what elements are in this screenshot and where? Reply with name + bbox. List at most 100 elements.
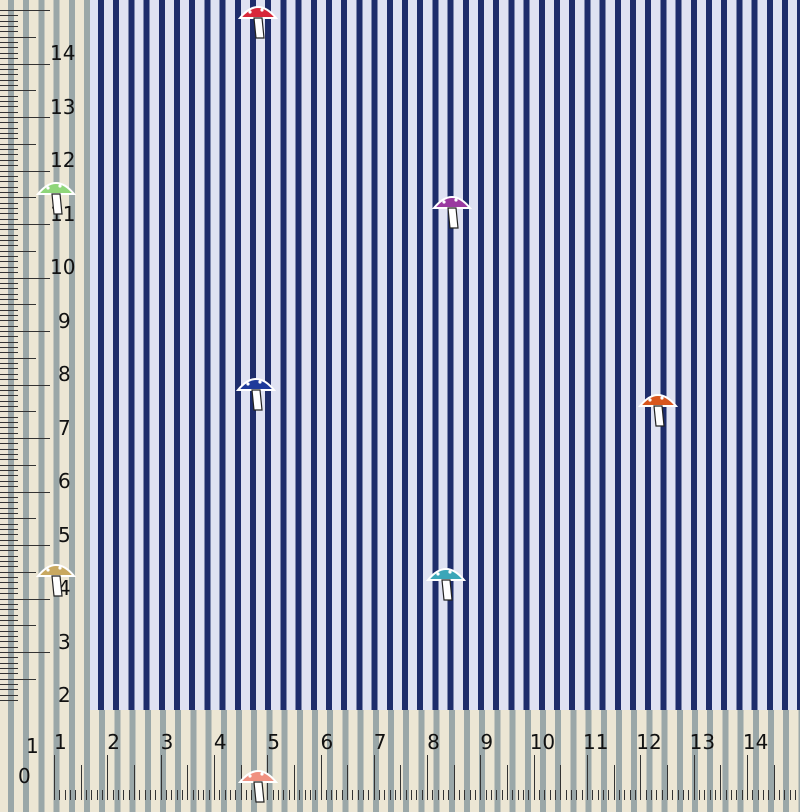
ruler-tick: [0, 673, 18, 675]
ruler-tick: [54, 755, 55, 800]
ruler-tick: [133, 765, 135, 800]
ruler-tick: [0, 646, 18, 648]
ruler-tick: [0, 52, 18, 54]
ruler-tick: [0, 138, 18, 140]
ruler-tick: [197, 790, 199, 800]
ruler-tick: [0, 507, 18, 509]
ruler-tick: [640, 755, 642, 800]
ruler-tick: [0, 100, 18, 102]
ruler-label-v: 13: [50, 94, 76, 119]
ruler-tick: [0, 609, 18, 611]
ruler-tick: [64, 790, 66, 800]
ruler-tick: [0, 630, 18, 632]
ruler-tick: [0, 202, 18, 204]
ruler-tick: [123, 790, 125, 800]
ruler-tick: [730, 790, 732, 800]
ruler-tick: [0, 347, 18, 349]
ruler-tick: [69, 790, 71, 800]
ruler-tick: [0, 561, 18, 563]
ruler-tick: [331, 790, 333, 800]
ruler-tick: [741, 790, 743, 800]
ruler-tick: [0, 31, 18, 33]
ruler-tick: [341, 790, 343, 800]
ruler-tick: [0, 149, 18, 151]
ruler-tick: [0, 384, 50, 386]
ruler-label-h: 4: [213, 730, 227, 754]
ruler-tick: [0, 416, 18, 418]
ruler-tick: [128, 790, 130, 800]
ruler-tick: [0, 277, 50, 279]
ruler-tick: [555, 790, 557, 800]
ruler-tick: [0, 325, 18, 327]
ruler-tick: [0, 58, 18, 60]
ruler-tick: [672, 790, 674, 800]
ruler-tick: [0, 10, 50, 11]
ruler-tick: [0, 395, 18, 397]
ruler-tick: [75, 790, 77, 800]
ruler-tick: [768, 790, 770, 800]
ruler-tick: [0, 42, 18, 44]
ruler-tick: [0, 373, 18, 375]
ruler-tick: [299, 790, 301, 800]
ruler-tick: [650, 790, 652, 800]
ruler-tick: [0, 79, 18, 81]
ruler-tick: [0, 266, 18, 268]
green-mushroom-icon: [34, 176, 78, 224]
ruler-tick: [0, 133, 18, 135]
ruler-tick: [0, 36, 36, 38]
ruler-tick: [213, 755, 215, 800]
ruler-tick: [0, 480, 18, 482]
ruler-tick: [0, 368, 18, 370]
ruler-tick: [0, 309, 18, 311]
ruler-tick: [0, 389, 18, 391]
ruler-tick: [0, 20, 18, 22]
ruler-label-v: 7: [58, 415, 71, 440]
ruler-tick: [395, 790, 397, 800]
ruler-tick: [229, 790, 231, 800]
ruler-tick: [325, 790, 327, 800]
ruler-tick: [304, 790, 306, 800]
ruler-tick: [0, 684, 18, 686]
ruler-tick: [0, 454, 18, 456]
ruler-label-h: 2: [107, 730, 121, 754]
ruler-tick: [0, 464, 36, 466]
ruler-tick: [320, 755, 322, 800]
ruler-tick: [432, 790, 434, 800]
orange-mushroom-icon: [636, 388, 680, 436]
ruler-tick: [336, 790, 338, 800]
ruler-tick: [0, 545, 50, 546]
ruler-tick: [618, 790, 620, 800]
ruler-tick: [219, 790, 221, 800]
ruler-tick: [0, 15, 18, 17]
ruler-tick: [373, 755, 375, 800]
ruler-label-v: 12: [50, 148, 76, 172]
ruler-tick: [752, 790, 754, 800]
ruler-tick: [778, 790, 780, 800]
ruler-tick: [384, 790, 386, 800]
ruler-tick: [181, 790, 183, 800]
ruler-tick: [208, 790, 210, 800]
ruler-label-h: 1: [54, 730, 67, 754]
ruler-tick: [107, 755, 109, 800]
ruler-tick: [0, 668, 18, 670]
ruler-tick: [0, 213, 18, 215]
ruler-tick: [746, 755, 748, 800]
ruler-tick: [581, 790, 583, 800]
ruler-tick: [0, 421, 18, 423]
ruler-tick: [0, 234, 18, 236]
ruler-tick: [693, 755, 695, 800]
ruler-tick: [0, 218, 18, 220]
ruler-tick: [352, 790, 354, 800]
ruler-tick: [0, 528, 18, 530]
ruler-tick: [139, 790, 141, 800]
ruler-tick: [379, 790, 381, 800]
ruler-tick: [725, 790, 727, 800]
ruler-tick: [0, 619, 18, 621]
ruler-tick: [512, 790, 514, 800]
ruler-tick: [117, 790, 119, 800]
ruler-tick: [0, 197, 36, 199]
ruler-tick: [0, 117, 50, 118]
ruler-label-h: 6: [320, 730, 334, 754]
ruler-label-h: 8: [427, 730, 440, 754]
ruler-tick: [0, 186, 18, 188]
